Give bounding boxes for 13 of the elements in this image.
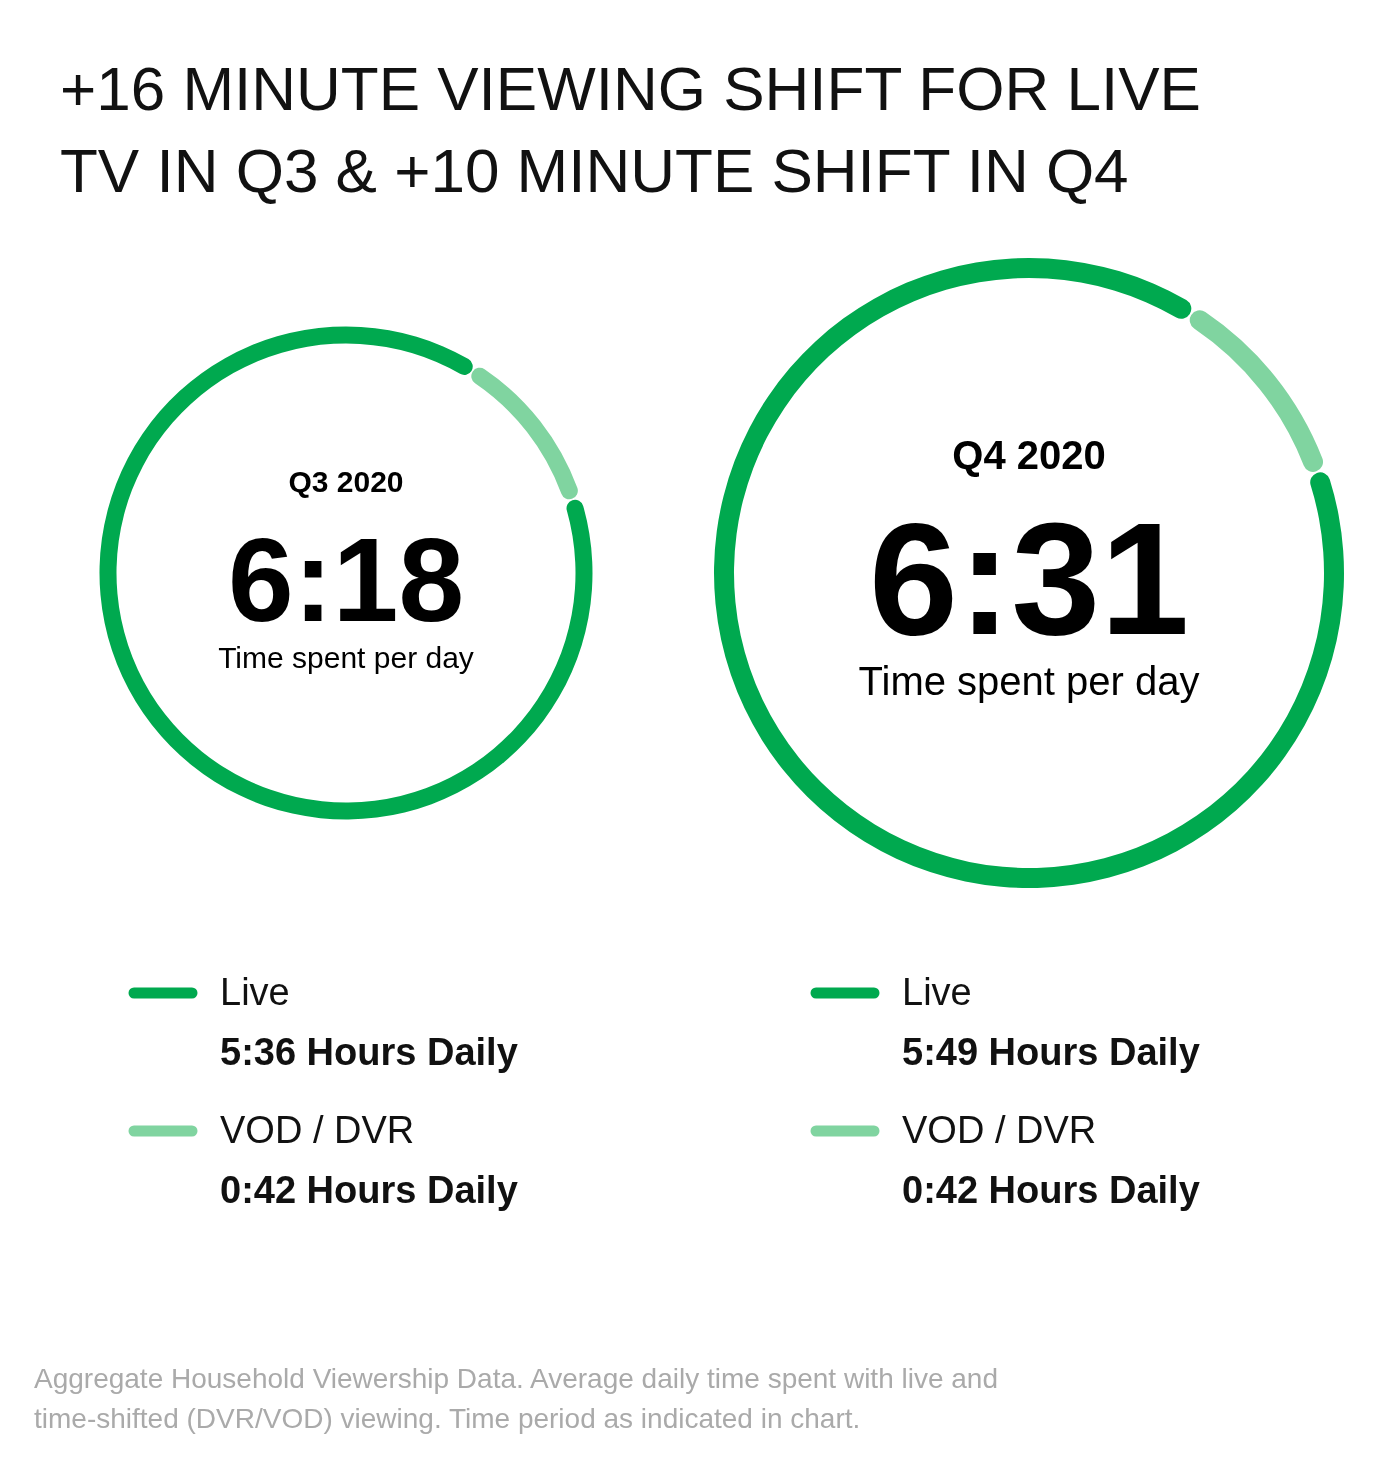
- text: Time spent per day: [858, 659, 1200, 703]
- legend-label: Live: [220, 971, 290, 1013]
- data-label: 5:49 Hours Daily: [902, 1031, 1200, 1073]
- text: Q4 2020: [952, 433, 1106, 478]
- data-label: 5:36 Hours Daily: [220, 1031, 518, 1073]
- text: Aggregate Household Viewership Data. Average daily time spent with live and time-shifted (DVR/VOD) viewing. Time period as indicated in chart.: [34, 1363, 998, 1434]
- legend-label: VOD / DVR: [220, 1109, 415, 1151]
- data-label: 0:42 Hours Daily: [220, 1169, 518, 1211]
- legend-label: Live: [902, 971, 972, 1013]
- text: Q3 2020: [288, 465, 404, 499]
- text: +16 MINUTE VIEWING SHIFT FOR LIVE TV IN Q3 & +10 MINUTE SHIFT IN Q4: [60, 54, 1201, 205]
- legend-label: VOD / DVR: [902, 1109, 1097, 1151]
- data-label: 0:42 Hours Daily: [902, 1169, 1200, 1211]
